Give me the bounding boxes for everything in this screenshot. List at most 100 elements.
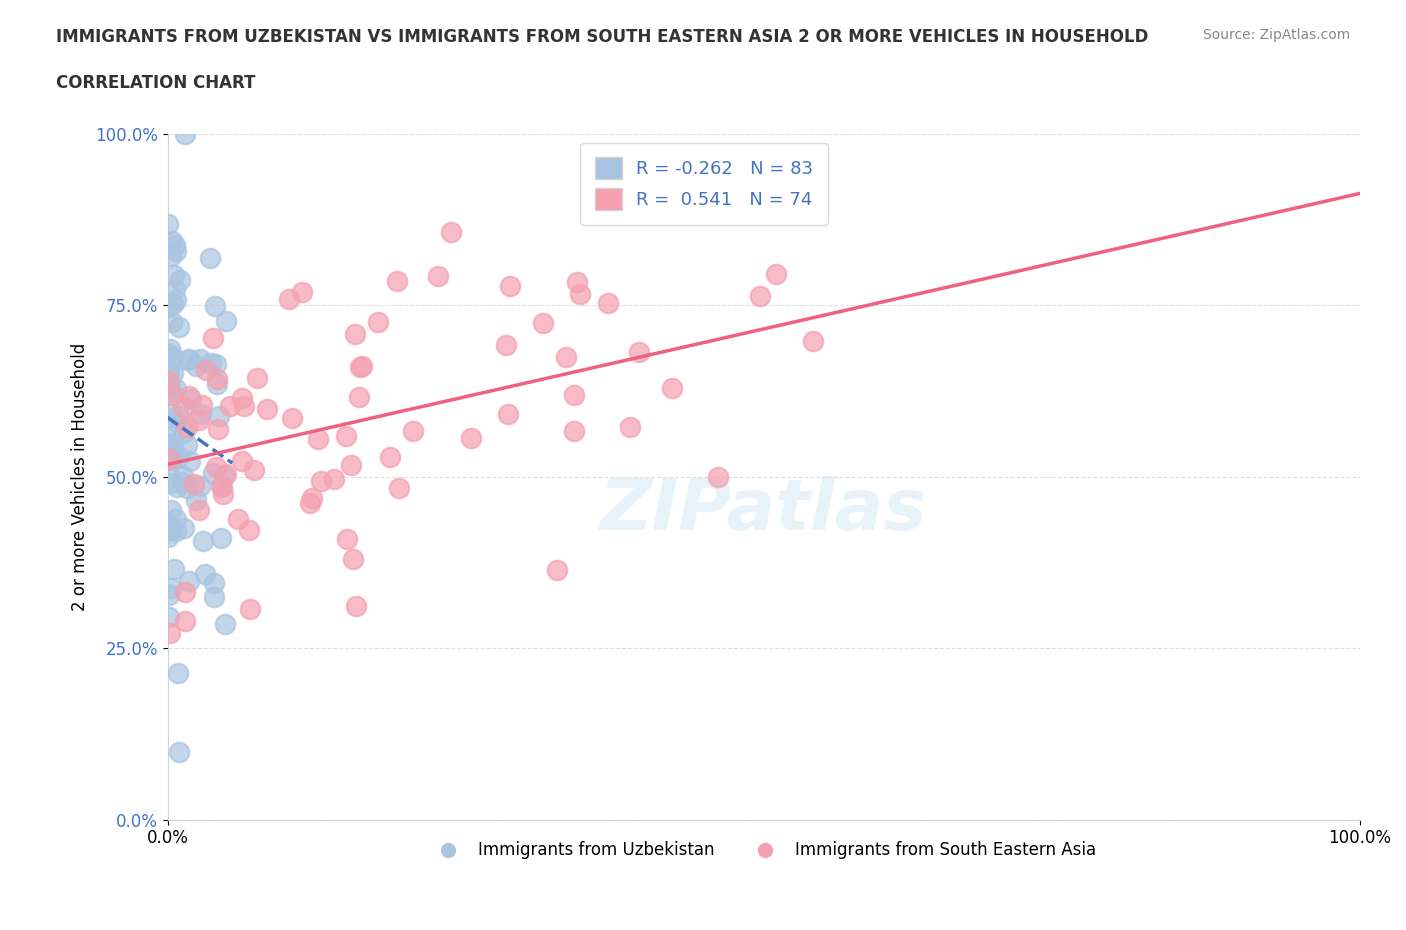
Point — [177, 352, 200, 366]
Point — [335, 429, 357, 444]
Point — [547, 563, 569, 578]
Point — [160, 388, 183, 403]
Point — [233, 399, 256, 414]
Point — [301, 490, 323, 505]
Point — [562, 424, 585, 439]
Point — [402, 424, 425, 439]
Point — [215, 467, 238, 482]
Point — [336, 532, 359, 547]
Point — [307, 432, 329, 446]
Point — [188, 412, 211, 427]
Point — [190, 406, 212, 421]
Point — [200, 355, 222, 370]
Point — [172, 469, 194, 484]
Point — [619, 419, 641, 434]
Point — [256, 402, 278, 417]
Point — [214, 616, 236, 631]
Point — [209, 531, 232, 546]
Point — [565, 275, 588, 290]
Point — [202, 590, 225, 604]
Point — [160, 248, 183, 263]
Point — [172, 400, 194, 415]
Point — [238, 522, 260, 537]
Point — [159, 610, 181, 625]
Point — [198, 250, 221, 265]
Point — [191, 533, 214, 548]
Point — [347, 390, 370, 405]
Point — [163, 268, 186, 283]
Point — [209, 478, 232, 493]
Point — [165, 512, 187, 526]
Point — [157, 374, 180, 389]
Point — [159, 626, 181, 641]
Point — [707, 470, 730, 485]
Point — [157, 440, 180, 455]
Point — [562, 388, 585, 403]
Point — [440, 225, 463, 240]
Point — [205, 371, 228, 386]
Text: IMMIGRANTS FROM UZBEKISTAN VS IMMIGRANTS FROM SOUTH EASTERN ASIA 2 OR MORE VEHIC: IMMIGRANTS FROM UZBEKISTAN VS IMMIGRANTS… — [56, 28, 1149, 46]
Point — [176, 352, 198, 367]
Point — [159, 411, 181, 426]
Point — [344, 326, 367, 341]
Point — [342, 551, 364, 566]
Point — [160, 580, 183, 595]
Point — [201, 331, 224, 346]
Point — [215, 313, 238, 328]
Point — [157, 451, 180, 466]
Point — [157, 452, 180, 467]
Point — [173, 521, 195, 536]
Y-axis label: 2 or more Vehicles in Household: 2 or more Vehicles in Household — [72, 342, 89, 611]
Point — [231, 453, 253, 468]
Point — [212, 469, 235, 484]
Point — [205, 377, 228, 392]
Point — [311, 473, 333, 488]
Point — [496, 406, 519, 421]
Point — [352, 358, 374, 373]
Point — [202, 576, 225, 591]
Point — [191, 398, 214, 413]
Point — [162, 435, 184, 450]
Point — [173, 126, 195, 141]
Point — [165, 244, 187, 259]
Point — [159, 403, 181, 418]
Point — [349, 360, 371, 375]
Point — [167, 449, 190, 464]
Point — [165, 414, 187, 429]
Point — [239, 602, 262, 617]
Point — [765, 267, 787, 282]
Point — [162, 349, 184, 364]
Point — [157, 529, 180, 544]
Point — [627, 344, 650, 359]
Point — [344, 599, 367, 614]
Point — [180, 392, 202, 406]
Point — [495, 338, 517, 352]
Point — [427, 269, 450, 284]
Point — [281, 410, 304, 425]
Point — [163, 445, 186, 460]
Point — [211, 479, 233, 494]
Point — [160, 522, 183, 537]
Point — [156, 216, 179, 231]
Point — [385, 273, 408, 288]
Point — [749, 288, 772, 303]
Point — [596, 296, 619, 311]
Point — [188, 352, 211, 366]
Point — [169, 272, 191, 287]
Point — [218, 399, 240, 414]
Point — [157, 381, 180, 396]
Point — [166, 480, 188, 495]
Point — [167, 744, 190, 759]
Point — [160, 429, 183, 444]
Point — [165, 524, 187, 538]
Point — [167, 665, 190, 680]
Text: CORRELATION CHART: CORRELATION CHART — [56, 74, 256, 92]
Point — [163, 282, 186, 297]
Point — [205, 356, 228, 371]
Point — [165, 381, 187, 396]
Point — [388, 480, 411, 495]
Point — [177, 573, 200, 588]
Text: ZIPatlas: ZIPatlas — [600, 476, 927, 545]
Point — [340, 458, 363, 472]
Point — [169, 408, 191, 423]
